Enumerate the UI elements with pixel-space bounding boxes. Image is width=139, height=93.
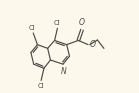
Text: O: O: [90, 40, 96, 49]
Text: Cl: Cl: [28, 25, 35, 31]
Text: Cl: Cl: [37, 83, 44, 89]
Text: O: O: [79, 18, 85, 27]
Text: N: N: [61, 67, 66, 76]
Text: Cl: Cl: [54, 20, 61, 26]
